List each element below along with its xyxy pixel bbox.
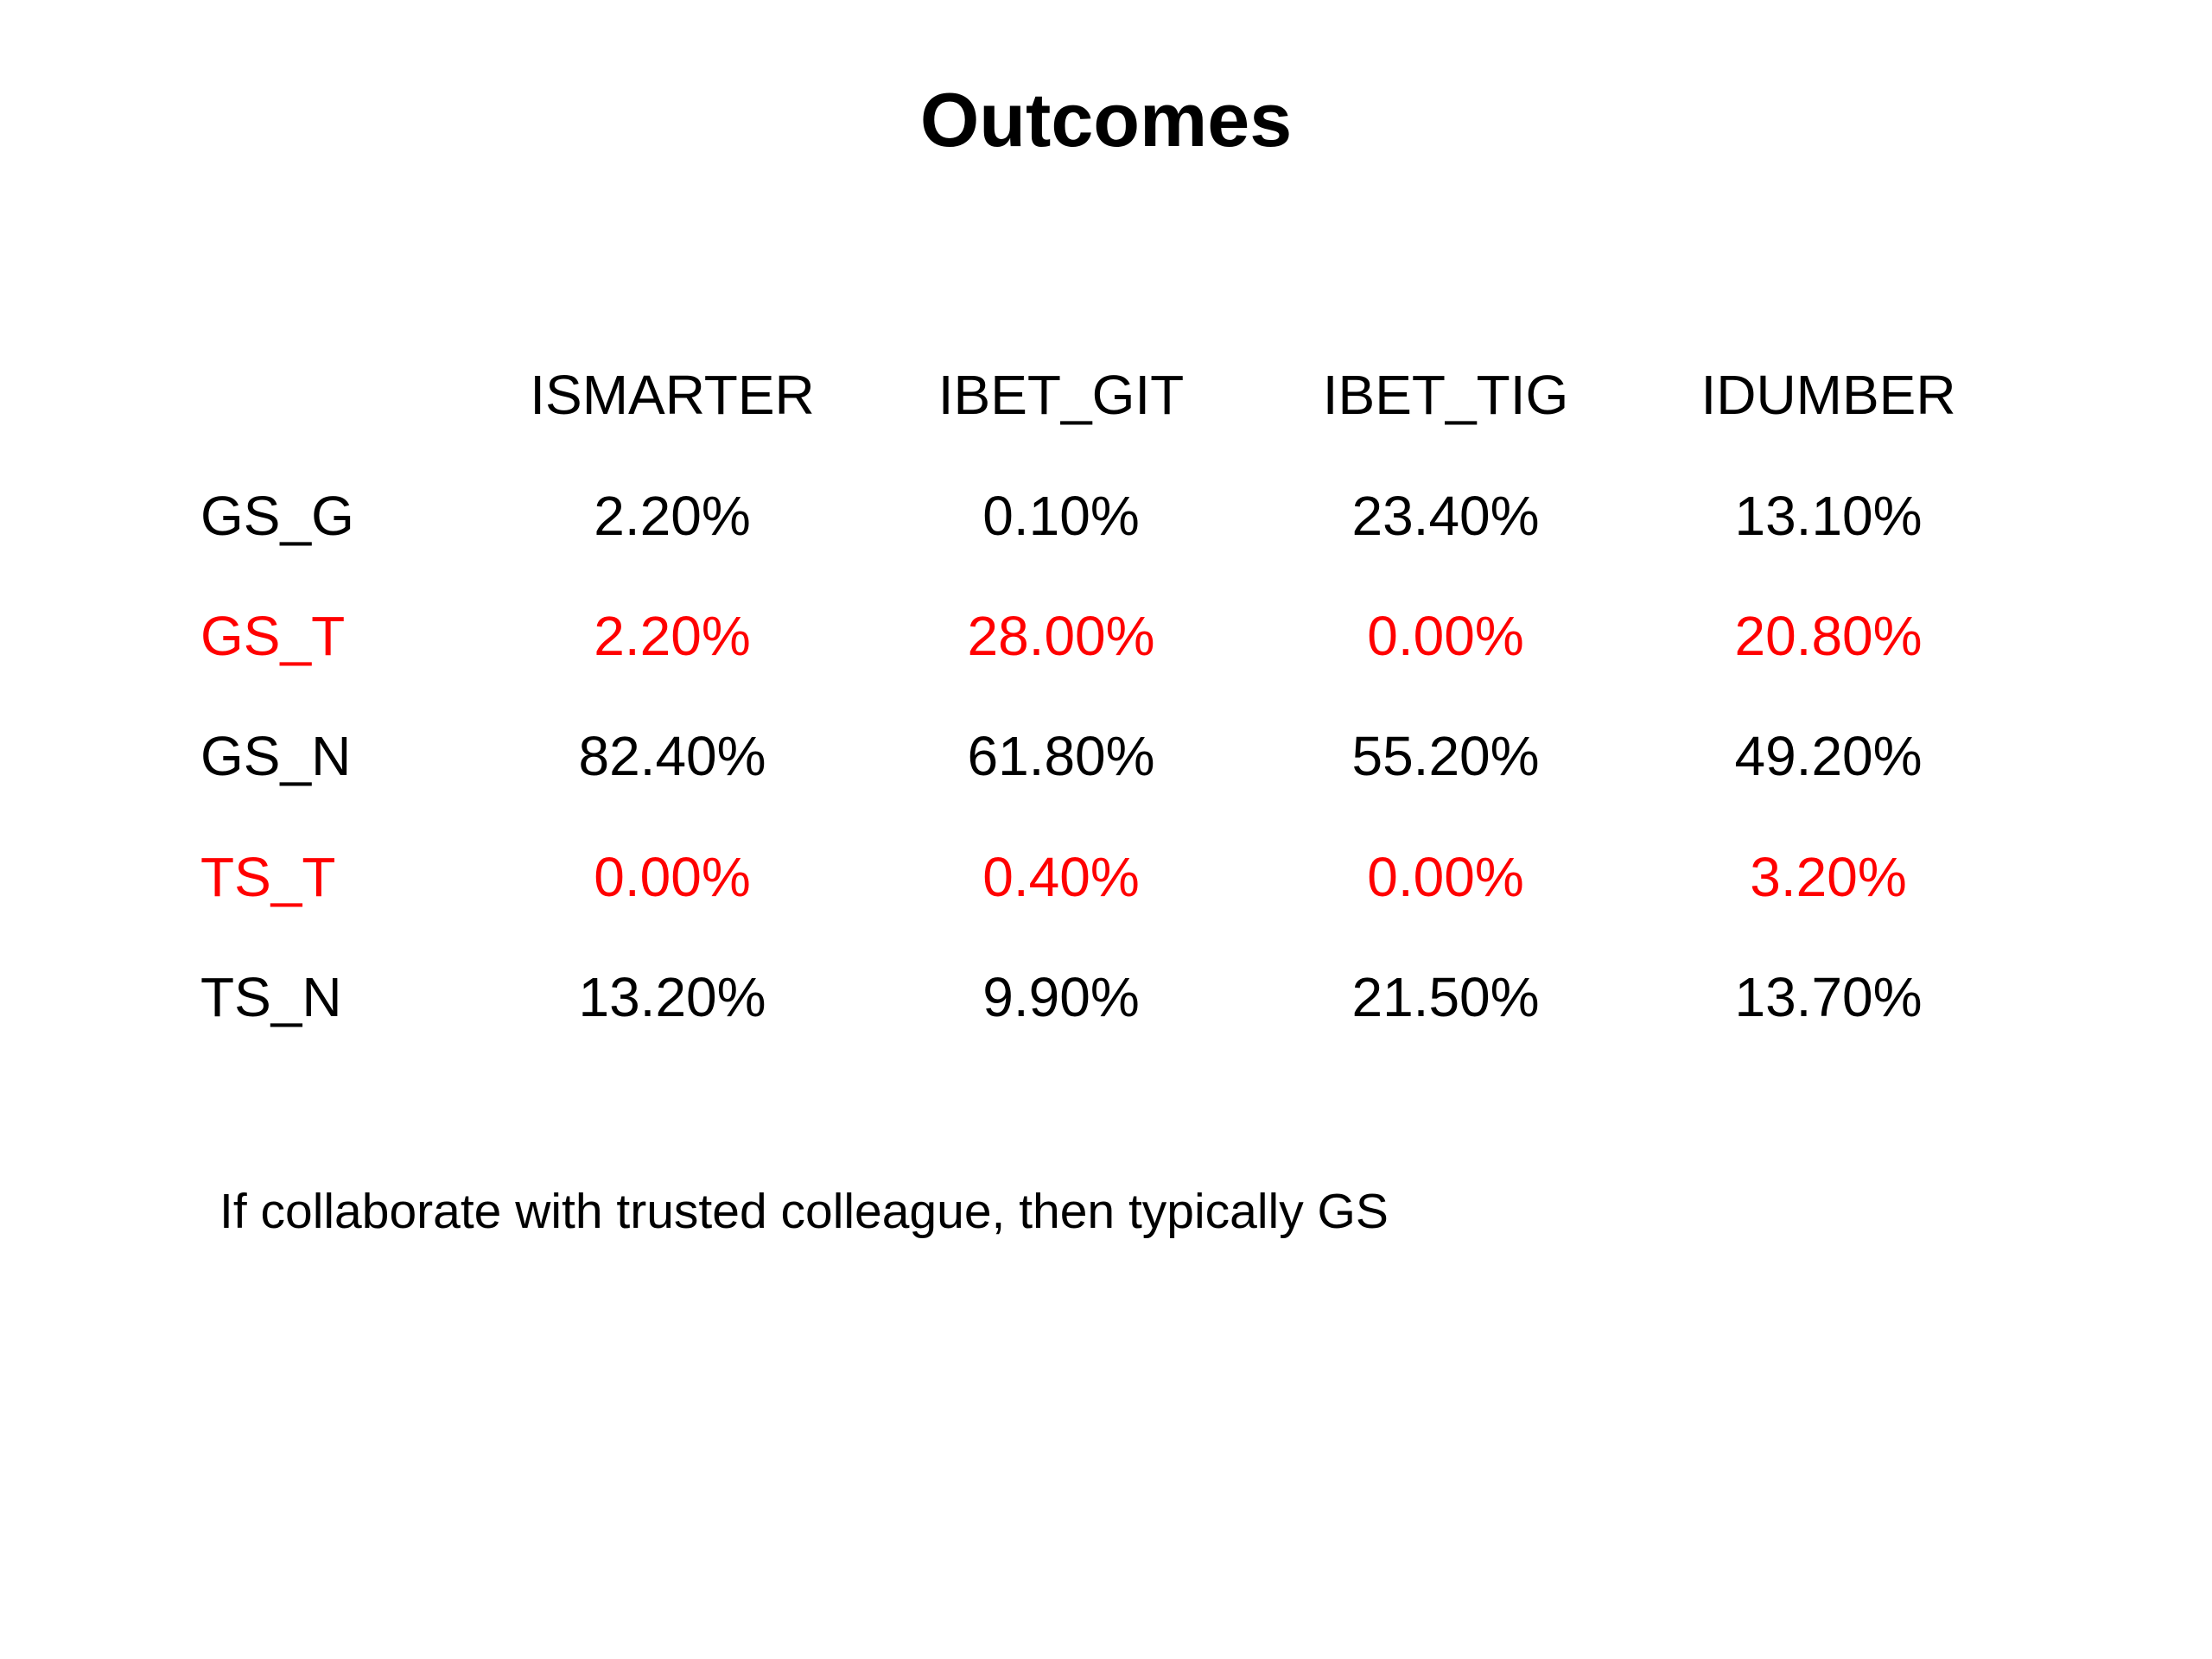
table-cell: 9.90%: [982, 966, 1140, 1028]
table-cell: 0.10%: [982, 485, 1140, 547]
row-label: TS_N: [200, 966, 342, 1028]
table-cell: 55.20%: [1351, 725, 1540, 787]
table-cell: 61.80%: [967, 725, 1155, 787]
table-cell: 0.00%: [1367, 846, 1524, 908]
table-cell: 20.80%: [1734, 605, 1923, 667]
table-cell: 13.70%: [1734, 966, 1923, 1028]
table-cell: 82.40%: [578, 725, 766, 787]
table-cell: 3.20%: [1750, 846, 1907, 908]
row-label: GS_T: [200, 605, 346, 667]
column-header-idumber: IDUMBER: [1700, 364, 1956, 426]
table-cell: 49.20%: [1734, 725, 1923, 787]
table-cell: 13.10%: [1734, 485, 1923, 547]
row-label: GS_G: [200, 485, 354, 547]
table-cell: 28.00%: [967, 605, 1155, 667]
table-cell: 0.40%: [982, 846, 1140, 908]
table-cell: 0.00%: [594, 846, 751, 908]
table-cell: 21.50%: [1351, 966, 1540, 1028]
row-label: TS_T: [200, 846, 336, 908]
slide-note: If collaborate with trusted colleague, t…: [219, 1184, 1389, 1239]
table-cell: 0.00%: [1367, 605, 1524, 667]
table-cell: 2.20%: [594, 485, 751, 547]
slide-title: Outcomes: [919, 77, 1293, 162]
row-label: GS_N: [200, 725, 352, 787]
table-cell: 13.20%: [578, 966, 766, 1028]
table-cell: 23.40%: [1351, 485, 1540, 547]
table-cell: 2.20%: [594, 605, 751, 667]
column-header-ismarter: ISMARTER: [530, 364, 815, 426]
column-header-ibet-git: IBET_GIT: [938, 364, 1185, 426]
column-header-ibet-tig: IBET_TIG: [1322, 364, 1569, 426]
